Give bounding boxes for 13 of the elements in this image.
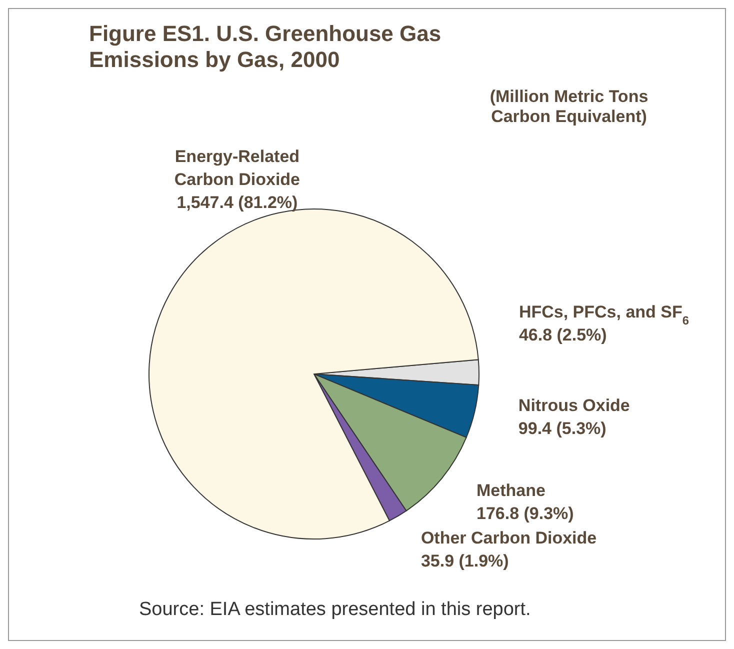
chart-title: Figure ES1. U.S. Greenhouse Gas Emissions by Gas, 2000 — [89, 21, 442, 73]
slice-label: HFCs, PFCs, and SF$_{6}$ — [518, 302, 690, 328]
chart-subtitle: (Million Metric Tons Carbon Equivalent) — [488, 87, 650, 127]
data-label: 176.8 (9.3%) — [476, 504, 574, 524]
data-label: 35.9 (1.9%) — [420, 552, 509, 571]
data-label: 1,547.4 (81.2%) — [176, 192, 298, 212]
slice-label: Other Carbon Dioxide — [420, 528, 597, 548]
source-note: Source: EIA estimates presented in this report. — [139, 599, 531, 621]
data-label: 46.8 (2.5%) — [518, 325, 607, 344]
slice-label: Energy-Related Carbon Dioxide — [174, 146, 300, 189]
slice-label: Methane — [476, 481, 546, 500]
slice-label: Nitrous Oxide — [518, 396, 630, 416]
data-label: 99.4 (5.3%) — [518, 419, 606, 438]
